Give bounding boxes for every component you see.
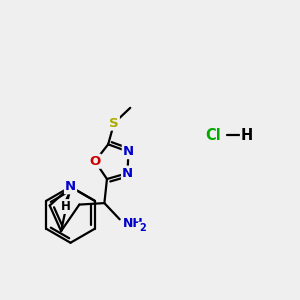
Text: S: S xyxy=(109,117,119,130)
Text: H: H xyxy=(241,128,253,143)
Text: O: O xyxy=(89,155,100,168)
Text: 2: 2 xyxy=(139,223,146,232)
Text: N: N xyxy=(123,145,134,158)
Text: Cl: Cl xyxy=(206,128,221,143)
Text: H: H xyxy=(61,200,70,213)
Text: NH: NH xyxy=(123,217,143,230)
Text: N: N xyxy=(122,167,133,180)
Text: N: N xyxy=(65,180,76,193)
